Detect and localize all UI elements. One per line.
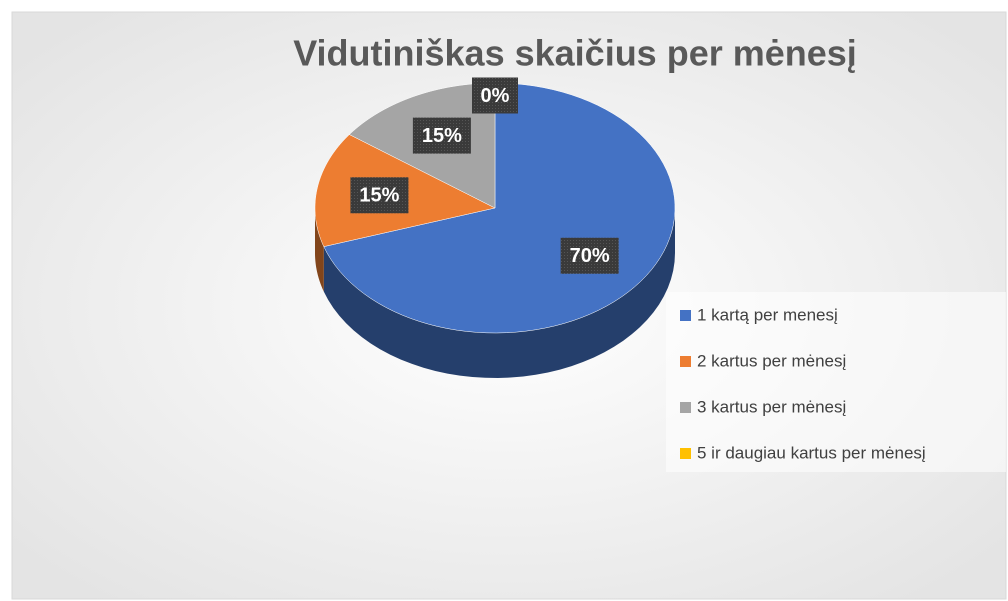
legend-box — [666, 292, 1006, 472]
legend-swatch — [680, 356, 691, 367]
pie-side — [323, 208, 675, 378]
legend-label: 2 kartus per mėnesį — [697, 351, 847, 370]
chart-title: Vidutiniškas skaičius per mėnesį — [293, 33, 857, 74]
data-label-box — [560, 237, 619, 274]
data-label: 70% — [570, 245, 610, 267]
data-label: 15% — [422, 125, 462, 147]
legend-swatch — [680, 448, 691, 459]
data-label: 0% — [481, 85, 510, 107]
pie-side — [315, 208, 324, 292]
data-label-box — [472, 77, 518, 114]
data-label: 15% — [359, 185, 399, 207]
legend-label: 3 kartus per mėnesį — [697, 397, 847, 416]
legend-swatch — [680, 402, 691, 413]
legend-label: 5 ir daugiau kartus per mėnesį — [697, 443, 926, 462]
data-label-box — [412, 117, 471, 154]
data-label-box — [350, 177, 409, 214]
legend-label: 1 kartą per menesį — [697, 305, 838, 324]
legend-swatch — [680, 310, 691, 321]
